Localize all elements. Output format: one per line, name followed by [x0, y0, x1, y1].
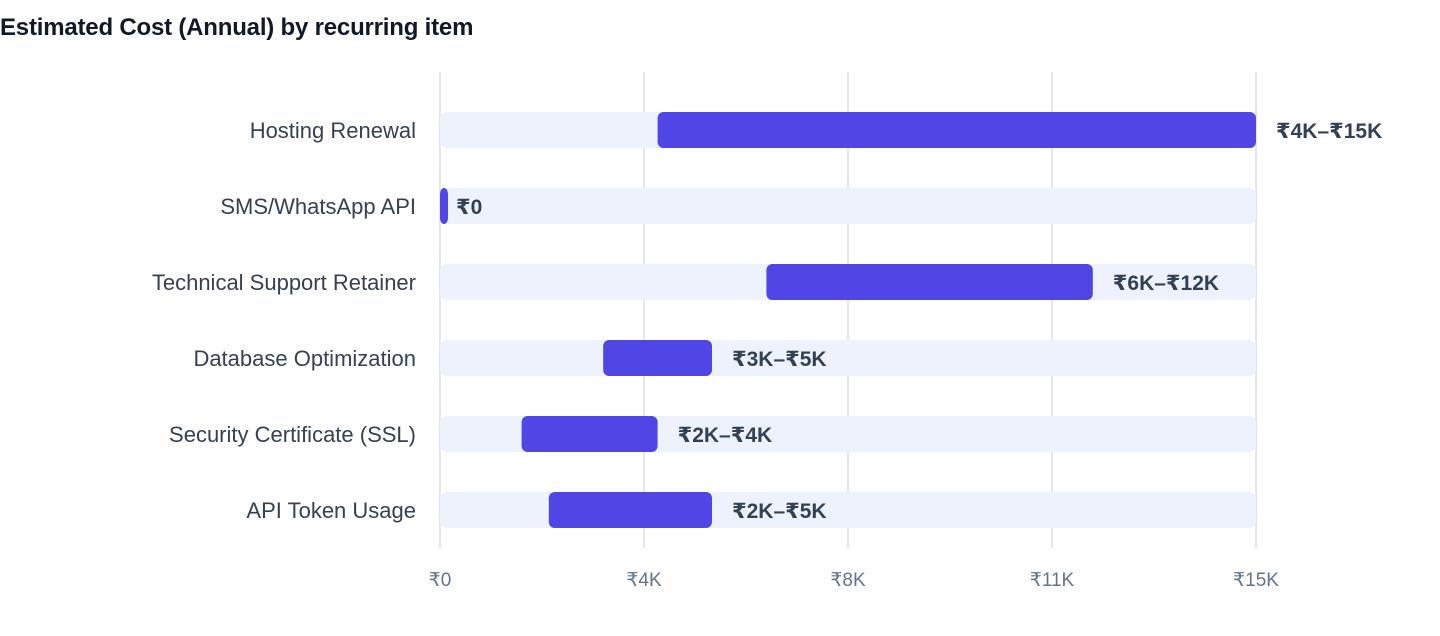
range-bar[interactable] [603, 340, 712, 376]
category-label: API Token Usage [246, 498, 416, 523]
gridlines [439, 72, 1257, 548]
category-label: Database Optimization [193, 346, 416, 371]
category-label: SMS/WhatsApp API [220, 194, 416, 219]
range-bar[interactable] [548, 492, 712, 528]
range-bar[interactable] [766, 264, 1093, 300]
x-tick-label: ₹15K [1233, 570, 1279, 591]
value-labels: ₹4K–₹15K ₹0 ₹6K–₹12K ₹3K–₹5K ₹2K–₹4K ₹2K–₹5K [456, 120, 1382, 523]
x-tick-label: ₹8K [830, 570, 866, 591]
x-tick-label: ₹11K [1030, 570, 1075, 591]
range-bar[interactable] [440, 188, 448, 224]
chart-title: Estimated Cost (Annual) by recurring ite… [0, 14, 474, 41]
value-label: ₹4K–₹15K [1276, 120, 1382, 143]
category-label: Technical Support Retainer [152, 270, 416, 295]
category-labels: Hosting Renewal SMS/WhatsApp API Technical… [152, 118, 416, 523]
category-label: Security Certificate (SSL) [169, 422, 416, 447]
value-label: ₹6K–₹12K [1113, 272, 1219, 295]
value-label: ₹0 [456, 196, 482, 219]
range-bars [440, 112, 1256, 528]
value-label: ₹2K–₹4K [678, 424, 773, 447]
x-tick-label: ₹4K [626, 570, 662, 591]
bar-track [440, 340, 1256, 376]
value-label: ₹3K–₹5K [732, 348, 827, 371]
x-axis-tick-labels: ₹0 ₹4K ₹8K ₹11K ₹15K [429, 570, 1280, 591]
value-label: ₹2K–₹5K [732, 500, 827, 523]
range-bar[interactable] [657, 112, 1256, 148]
x-tick-label: ₹0 [429, 570, 452, 591]
range-bar[interactable] [521, 416, 658, 452]
bar-track [440, 188, 1256, 224]
category-label: Hosting Renewal [250, 118, 416, 143]
